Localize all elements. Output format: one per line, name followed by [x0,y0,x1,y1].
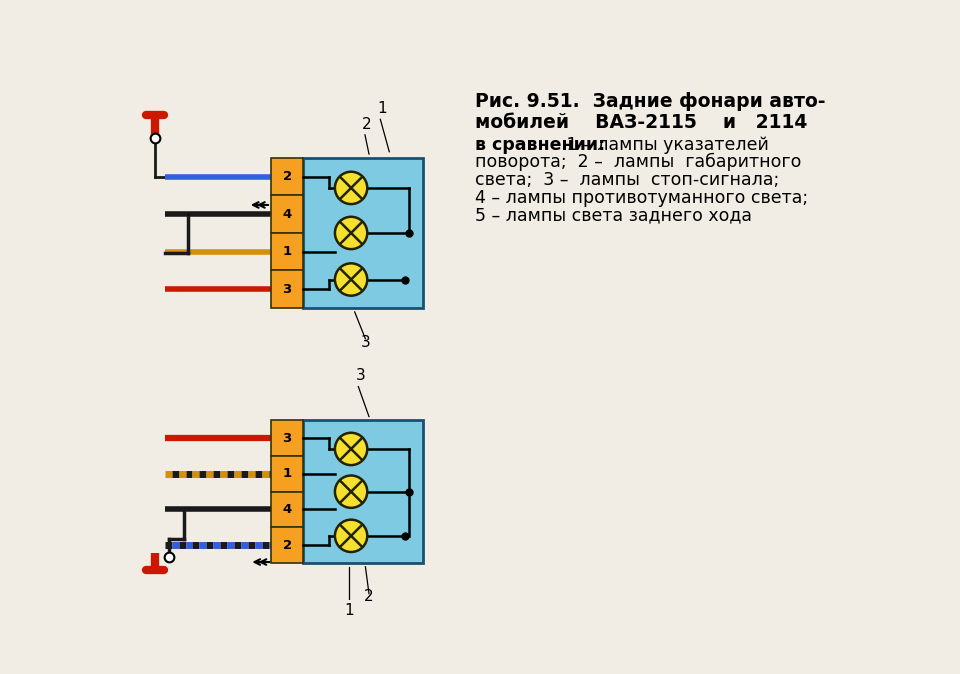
Text: 4 – лампы противотуманного света;: 4 – лампы противотуманного света; [475,189,808,207]
Text: 2: 2 [282,170,292,183]
Circle shape [335,172,368,204]
Bar [271,456,303,491]
Text: поворота;  2 –  лампы  габаритного: поворота; 2 – лампы габаритного [475,153,802,171]
Bar [271,421,303,456]
Bar [271,233,303,270]
Bar [271,270,303,308]
Circle shape [335,217,368,249]
Text: 3: 3 [356,369,366,384]
Text: 1: 1 [282,245,292,258]
Text: Рис. 9.51.  Задние фонари авто-: Рис. 9.51. Задние фонари авто- [475,92,826,111]
Circle shape [335,433,368,465]
Text: 2: 2 [364,589,373,605]
Circle shape [335,520,368,552]
Text: 5 – лампы света заднего хода: 5 – лампы света заднего хода [475,206,752,224]
Bar [271,158,303,195]
Text: 3: 3 [282,283,292,296]
Text: 3: 3 [361,334,371,350]
Bar [271,491,303,527]
Bar [271,527,303,563]
Circle shape [335,475,368,508]
Text: 2: 2 [282,539,292,551]
Text: 1 – лампы указателей: 1 – лампы указателей [562,135,769,154]
Circle shape [335,264,368,296]
Bar [303,421,422,563]
Bar [271,195,303,233]
Text: 1: 1 [344,603,353,618]
Text: 3: 3 [282,432,292,445]
Text: 1: 1 [377,101,387,116]
Text: 4: 4 [282,503,292,516]
Text: 1: 1 [282,467,292,481]
Bar [303,158,422,308]
Text: 2: 2 [362,117,372,131]
Text: в сравнении:: в сравнении: [475,135,606,154]
Text: света;  3 –  лампы  стоп-сигнала;: света; 3 – лампы стоп-сигнала; [475,171,780,189]
Text: мобилей    ВАЗ-2115    и   2114: мобилей ВАЗ-2115 и 2114 [475,113,807,132]
Text: 4: 4 [282,208,292,220]
